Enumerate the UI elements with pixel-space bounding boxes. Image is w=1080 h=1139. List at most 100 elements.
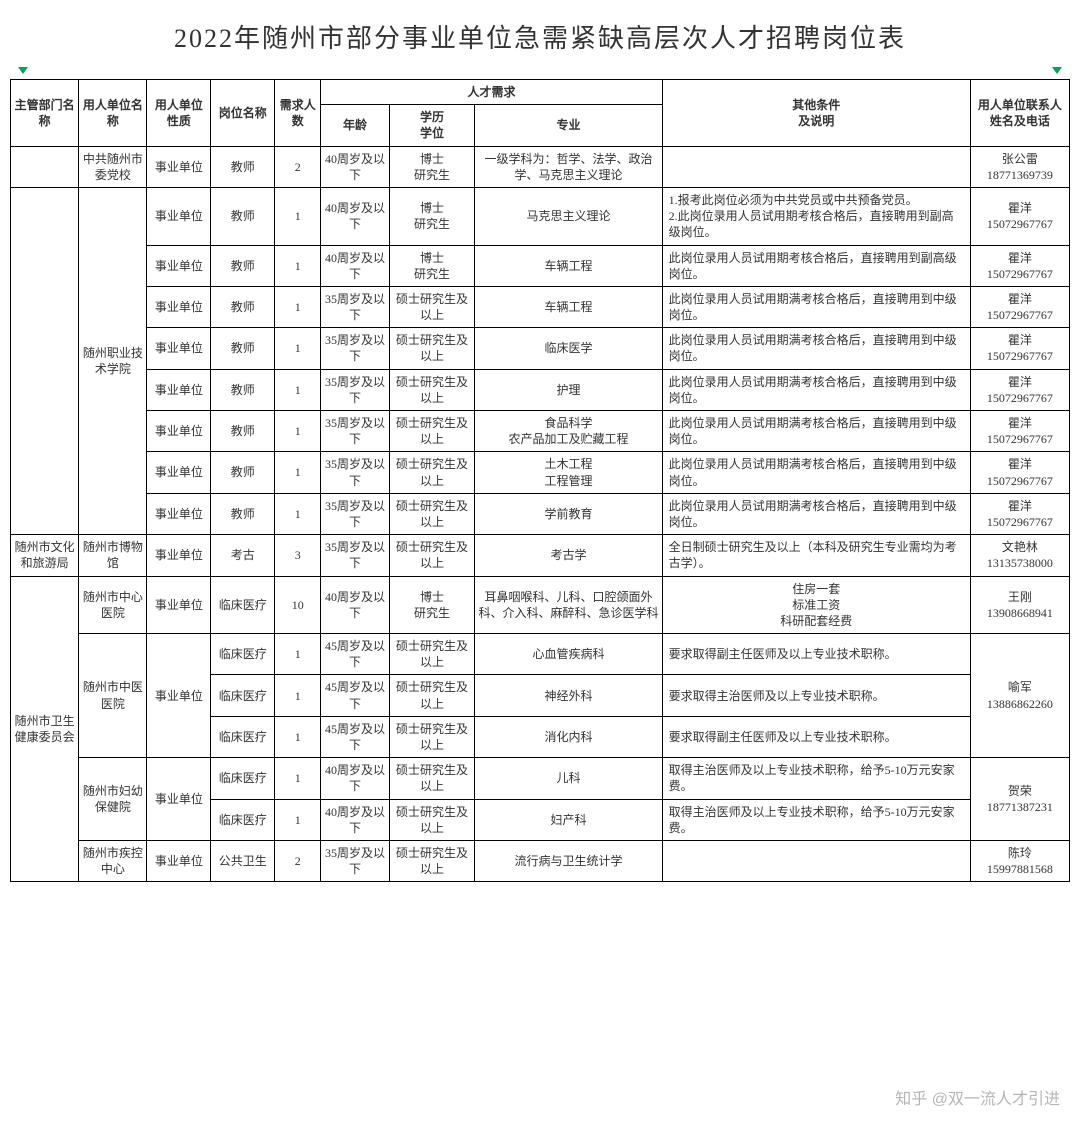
cell-age: 45周岁及以下 — [321, 675, 389, 716]
cell-count: 1 — [275, 369, 321, 410]
cell-age: 35周岁及以下 — [321, 535, 389, 576]
cell-count: 1 — [275, 187, 321, 245]
table-row: 随州市疾控中心事业单位公共卫生235周岁及以下硕士研究生及以上流行病与卫生统计学… — [11, 840, 1070, 881]
cell-post: 临床医疗 — [211, 576, 275, 634]
cell-major: 食品科学农产品加工及贮藏工程 — [475, 411, 662, 452]
cell-other: 住房一套标准工资科研配套经费 — [662, 576, 970, 634]
cell-org: 随州市中心医院 — [79, 576, 147, 634]
table-row: 事业单位教师135周岁及以下硕士研究生及以上学前教育此岗位录用人员试用期满考核合… — [11, 493, 1070, 534]
cell-other: 此岗位录用人员试用期满考核合格后，直接聘用到中级岗位。 — [662, 286, 970, 327]
cell-nature: 事业单位 — [147, 146, 211, 187]
cell-count: 2 — [275, 840, 321, 881]
th-other: 其他条件及说明 — [662, 80, 970, 147]
cell-count: 1 — [275, 411, 321, 452]
cell-org: 随州市中医医院 — [79, 634, 147, 758]
cell-age: 35周岁及以下 — [321, 286, 389, 327]
th-contact: 用人单位联系人姓名及电话 — [970, 80, 1069, 147]
cell-contact: 瞿洋15072967767 — [970, 245, 1069, 286]
cell-count: 1 — [275, 452, 321, 493]
cell-post: 教师 — [211, 452, 275, 493]
cell-nature: 事业单位 — [147, 286, 211, 327]
cell-edu: 硕士研究生及以上 — [389, 675, 475, 716]
cell-post: 考古 — [211, 535, 275, 576]
cell-other: 取得主治医师及以上专业技术职称，给予5-10万元安家费。 — [662, 758, 970, 799]
cell-edu: 硕士研究生及以上 — [389, 452, 475, 493]
cell-org: 随州市疾控中心 — [79, 840, 147, 881]
cell-count: 2 — [275, 146, 321, 187]
cell-post: 临床医疗 — [211, 675, 275, 716]
cell-nature: 事业单位 — [147, 634, 211, 758]
cell-edu: 硕士研究生及以上 — [389, 716, 475, 757]
table-row: 随州市中医医院事业单位临床医疗145周岁及以下硕士研究生及以上心血管疾病科要求取… — [11, 634, 1070, 675]
cell-major: 车辆工程 — [475, 245, 662, 286]
cell-contact: 张公雷18771369739 — [970, 146, 1069, 187]
cell-count: 1 — [275, 716, 321, 757]
cell-contact: 瞿洋15072967767 — [970, 493, 1069, 534]
cell-nature: 事业单位 — [147, 493, 211, 534]
cell-nature: 事业单位 — [147, 576, 211, 634]
cell-age: 40周岁及以下 — [321, 187, 389, 245]
cell-age: 40周岁及以下 — [321, 576, 389, 634]
page-title: 2022年随州市部分事业单位急需紧缺高层次人才招聘岗位表 — [10, 18, 1070, 55]
cell-major: 儿科 — [475, 758, 662, 799]
cell-major: 考古学 — [475, 535, 662, 576]
cell-other: 此岗位录用人员试用期考核合格后，直接聘用到副高级岗位。 — [662, 245, 970, 286]
cell-dept — [11, 187, 79, 534]
cell-post: 教师 — [211, 493, 275, 534]
cell-edu: 硕士研究生及以上 — [389, 328, 475, 369]
cell-nature: 事业单位 — [147, 245, 211, 286]
cell-edu: 硕士研究生及以上 — [389, 840, 475, 881]
table-row: 随州职业技术学院事业单位教师140周岁及以下博士研究生马克思主义理论1.报考此岗… — [11, 187, 1070, 245]
table-row: 事业单位教师135周岁及以下硕士研究生及以上食品科学农产品加工及贮藏工程此岗位录… — [11, 411, 1070, 452]
th-post: 岗位名称 — [211, 80, 275, 147]
cell-dept: 随州市卫生健康委员会 — [11, 576, 79, 882]
cell-count: 1 — [275, 758, 321, 799]
cell-major: 神经外科 — [475, 675, 662, 716]
table-row: 随州市妇幼保健院事业单位临床医疗140周岁及以下硕士研究生及以上儿科取得主治医师… — [11, 758, 1070, 799]
cell-contact: 陈玲15997881568 — [970, 840, 1069, 881]
table-row: 中共随州市委党校事业单位教师240周岁及以下博士研究生一级学科为：哲学、法学、政… — [11, 146, 1070, 187]
cell-edu: 硕士研究生及以上 — [389, 758, 475, 799]
cell-edu: 硕士研究生及以上 — [389, 411, 475, 452]
cell-contact: 瞿洋15072967767 — [970, 452, 1069, 493]
cell-nature: 事业单位 — [147, 187, 211, 245]
cell-nature: 事业单位 — [147, 411, 211, 452]
watermark: 知乎 @双一流人才引进 — [895, 1085, 1060, 1109]
cell-post: 临床医疗 — [211, 634, 275, 675]
cell-major: 土木工程工程管理 — [475, 452, 662, 493]
cell-other: 此岗位录用人员试用期满考核合格后，直接聘用到中级岗位。 — [662, 411, 970, 452]
cell-major: 马克思主义理论 — [475, 187, 662, 245]
cell-age: 40周岁及以下 — [321, 758, 389, 799]
cell-age: 40周岁及以下 — [321, 245, 389, 286]
table-row: 事业单位教师135周岁及以下硕士研究生及以上土木工程工程管理此岗位录用人员试用期… — [11, 452, 1070, 493]
cell-dept — [11, 146, 79, 187]
marker-right — [1052, 67, 1062, 74]
cell-post: 教师 — [211, 411, 275, 452]
th-edu: 学历学位 — [389, 105, 475, 146]
table-row: 事业单位教师135周岁及以下硕士研究生及以上护理此岗位录用人员试用期满考核合格后… — [11, 369, 1070, 410]
cell-major: 一级学科为：哲学、法学、政治学、马克思主义理论 — [475, 146, 662, 187]
cell-count: 1 — [275, 675, 321, 716]
cell-post: 临床医疗 — [211, 799, 275, 840]
table-row: 事业单位教师135周岁及以下硕士研究生及以上车辆工程此岗位录用人员试用期满考核合… — [11, 286, 1070, 327]
cell-count: 1 — [275, 799, 321, 840]
cell-edu: 硕士研究生及以上 — [389, 369, 475, 410]
cell-post: 临床医疗 — [211, 716, 275, 757]
cell-edu: 硕士研究生及以上 — [389, 286, 475, 327]
cell-edu: 硕士研究生及以上 — [389, 535, 475, 576]
table-row: 事业单位教师140周岁及以下博士研究生车辆工程此岗位录用人员试用期考核合格后，直… — [11, 245, 1070, 286]
cell-other: 此岗位录用人员试用期满考核合格后，直接聘用到中级岗位。 — [662, 493, 970, 534]
recruitment-table: 主管部门名称 用人单位名称 用人单位性质 岗位名称 需求人数 人才需求 其他条件… — [10, 79, 1070, 882]
cell-age: 40周岁及以下 — [321, 146, 389, 187]
cell-org: 中共随州市委党校 — [79, 146, 147, 187]
cell-nature: 事业单位 — [147, 369, 211, 410]
th-demand: 人才需求 — [321, 80, 662, 105]
cell-contact: 王刚13908668941 — [970, 576, 1069, 634]
cell-contact: 瞿洋15072967767 — [970, 411, 1069, 452]
cell-post: 公共卫生 — [211, 840, 275, 881]
th-nature: 用人单位性质 — [147, 80, 211, 147]
cell-count: 10 — [275, 576, 321, 634]
cell-post: 教师 — [211, 245, 275, 286]
cell-other: 要求取得主治医师及以上专业技术职称。 — [662, 675, 970, 716]
cell-edu: 硕士研究生及以上 — [389, 493, 475, 534]
